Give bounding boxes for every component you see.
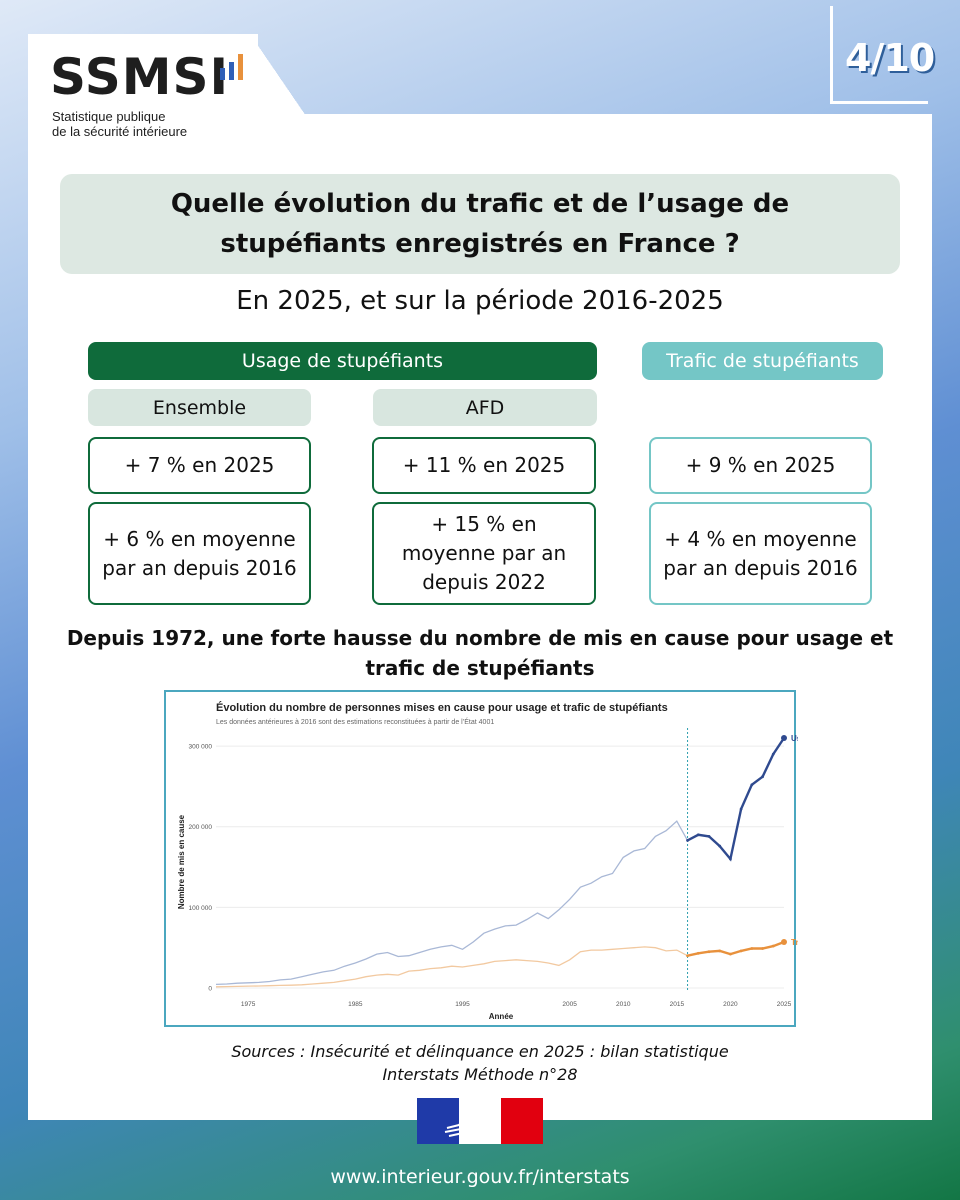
data-point-usage	[761, 775, 764, 779]
data-point-trafic	[686, 954, 689, 958]
series-line-usage-estimated	[215, 820, 689, 986]
chart-series: Usage Trafic	[215, 728, 798, 990]
end-point-trafic	[781, 939, 787, 946]
x-tick-label: 1995	[455, 1001, 470, 1008]
page-title: Quelle évolution du trafic et de l’usage…	[60, 174, 900, 274]
logo-subtitle: Statistique publique de la sécurité inté…	[52, 109, 187, 139]
logo-subtitle-line-1: Statistique publique	[52, 109, 166, 124]
afd-avg-change: + 15 % en moyenne par an depuis 2022	[372, 502, 596, 605]
series-line-usage	[686, 737, 785, 862]
logo-tab-slant	[250, 34, 306, 116]
x-tick-label: 1975	[241, 1001, 256, 1008]
trafic-year-change: + 9 % en 2025	[649, 437, 872, 494]
usage-header: Usage de stupéfiants	[88, 342, 597, 380]
data-point-trafic	[771, 944, 775, 948]
marianne-logo-icon	[417, 1098, 543, 1144]
trafic-header: Trafic de stupéfiants	[642, 342, 883, 380]
ensemble-label: Ensemble	[88, 389, 311, 426]
y-tick-label: 100 000	[189, 905, 213, 912]
data-point-usage	[718, 844, 722, 848]
x-tick-label: 2015	[670, 1001, 685, 1008]
series-line-trafic	[687, 940, 785, 957]
chart-subtitle: Les données antérieures à 2016 sont des …	[216, 717, 494, 726]
x-tick-label: 2010	[616, 1001, 631, 1008]
y-tick-label: 200 000	[189, 824, 213, 831]
line-chart: Évolution du nombre de personnes mises e…	[177, 701, 798, 1021]
data-point-usage	[750, 783, 754, 787]
data-point-usage	[729, 857, 732, 861]
logo-bars-icon	[220, 54, 243, 80]
afd-label: AFD	[373, 389, 597, 426]
x-tick-label: 2025	[777, 1001, 792, 1008]
x-tick-label: 2005	[562, 1001, 577, 1008]
chart-container: Évolution du nombre de personnes mises e…	[164, 690, 798, 1027]
logo-subtitle-line-2: de la sécurité intérieure	[52, 124, 188, 139]
ensemble-year-change: + 7 % en 2025	[88, 437, 311, 494]
sources: Sources : Insécurité et délinquance en 2…	[60, 1040, 900, 1086]
sources-line-1: Sources : Insécurité et délinquance en 2…	[231, 1042, 729, 1061]
y-axis-ticks: 0 100 000 200 000 300 000	[189, 744, 213, 993]
data-point-usage	[707, 834, 711, 838]
chart-grid	[216, 745, 784, 989]
y-tick-label: 300 000	[189, 744, 213, 751]
data-point-trafic	[696, 951, 700, 955]
chart-section-title: Depuis 1972, une forte hausse du nombre …	[66, 626, 894, 680]
data-point-trafic	[739, 949, 743, 953]
website-url: www.interieur.gouv.fr/interstats	[330, 1166, 630, 1188]
ssmsi-logo: SSMSI	[50, 48, 230, 106]
x-axis-ticks: 1975 1985 1995 2005 2010 2015 2020 2025	[241, 1001, 792, 1008]
period-subtitle: En 2025, et sur la période 2016-2025	[236, 286, 724, 316]
data-point-usage	[686, 839, 689, 842]
series-label-usage: Usage	[791, 734, 798, 743]
series-label-trafic: Trafic	[791, 938, 798, 947]
logo-tab	[28, 34, 258, 116]
trafic-avg-change: + 4 % en moyenne par an depuis 2016	[649, 502, 872, 605]
sources-line-2: Interstats Méthode n°28	[382, 1065, 578, 1084]
chart-title: Évolution du nombre de personnes mises e…	[216, 701, 668, 714]
series-line-trafic-estimated	[215, 946, 688, 988]
data-point-trafic	[707, 950, 711, 954]
afd-year-change: + 11 % en 2025	[372, 437, 596, 494]
data-point-trafic	[718, 949, 722, 953]
page-indicator: 4/10	[845, 36, 935, 80]
x-axis-label: Année	[489, 1012, 514, 1021]
data-point-usage	[739, 807, 743, 811]
data-point-trafic	[761, 947, 764, 950]
ensemble-avg-change: + 6 % en moyenne par an depuis 2016	[88, 502, 311, 605]
pager-frame	[830, 6, 928, 104]
y-axis-label: Nombre de mis en cause	[177, 814, 186, 909]
x-tick-label: 1985	[348, 1001, 363, 1008]
data-point-trafic	[729, 952, 732, 956]
data-point-usage	[771, 752, 775, 756]
x-tick-label: 2020	[723, 1001, 738, 1008]
data-point-trafic	[750, 947, 754, 950]
end-point-usage	[781, 735, 787, 741]
data-point-usage	[696, 833, 700, 837]
y-tick-label: 0	[208, 986, 212, 993]
